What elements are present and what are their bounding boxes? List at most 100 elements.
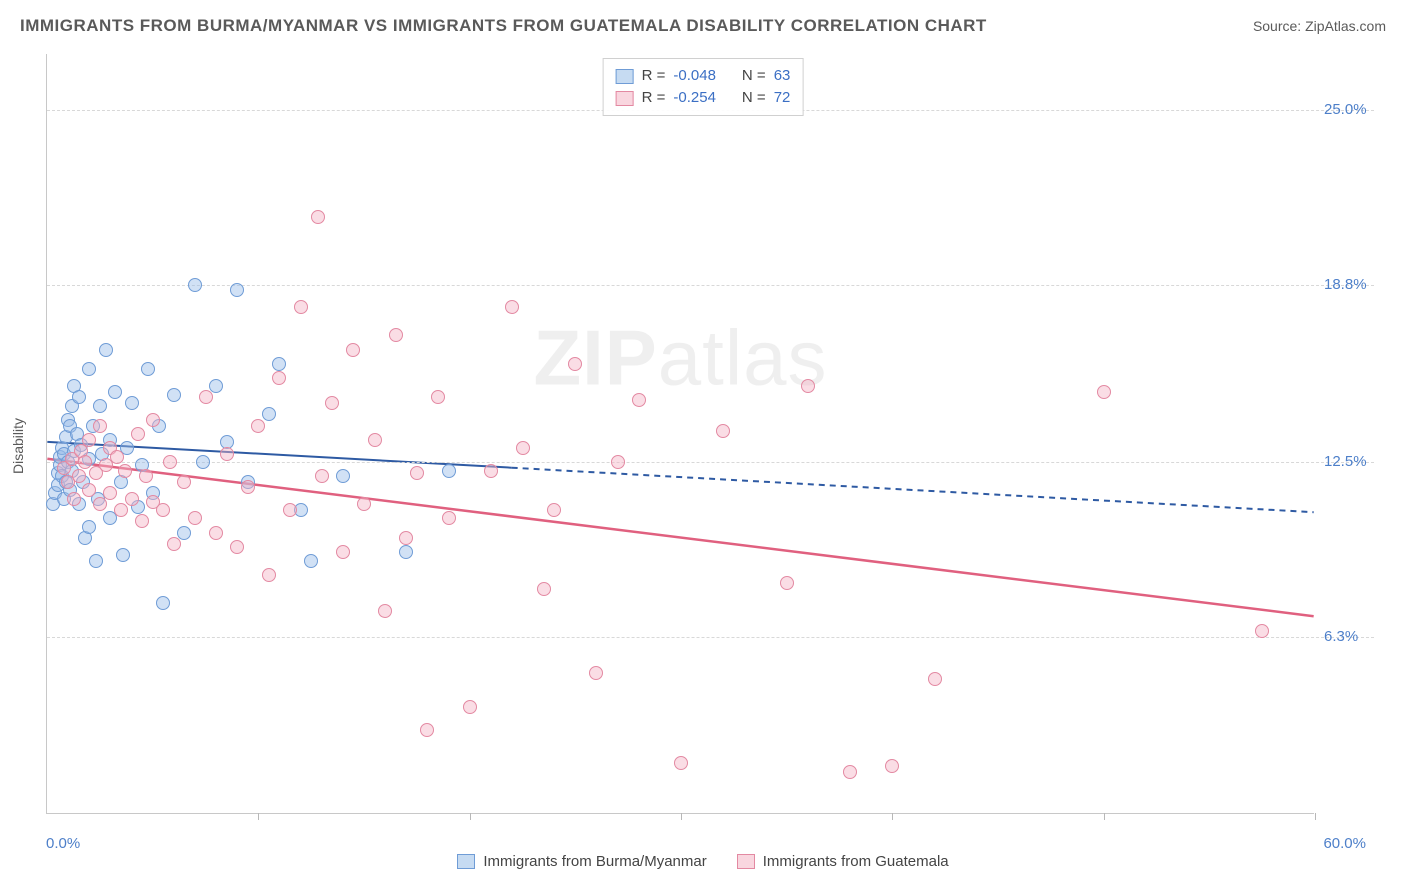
scatter-point: [156, 503, 170, 517]
swatch-series-b: [616, 91, 634, 106]
trendline-solid: [47, 459, 1313, 616]
correlation-legend-row: R = -0.048 N = 63: [616, 65, 791, 87]
scatter-point: [885, 759, 899, 773]
scatter-point: [114, 503, 128, 517]
scatter-point: [442, 511, 456, 525]
scatter-point: [304, 554, 318, 568]
legend-r-label: R =: [642, 65, 666, 87]
scatter-point: [241, 480, 255, 494]
chart-source: Source: ZipAtlas.com: [1253, 18, 1386, 34]
scatter-point: [209, 526, 223, 540]
scatter-point: [420, 723, 434, 737]
series-legend-item: Immigrants from Guatemala: [737, 853, 949, 870]
scatter-point: [82, 362, 96, 376]
scatter-point: [674, 756, 688, 770]
scatter-point: [163, 455, 177, 469]
scatter-point: [146, 413, 160, 427]
scatter-point: [78, 455, 92, 469]
scatter-point: [368, 433, 382, 447]
correlation-legend: R = -0.048 N = 63 R = -0.254 N = 72: [603, 58, 804, 116]
series-legend-item: Immigrants from Burma/Myanmar: [457, 853, 706, 870]
trendline-dashed: [512, 468, 1314, 513]
gridline-h: [47, 637, 1374, 638]
series-legend-label: Immigrants from Guatemala: [763, 853, 949, 870]
scatter-point: [209, 379, 223, 393]
scatter-point: [843, 765, 857, 779]
scatter-point: [431, 390, 445, 404]
scatter-point: [262, 407, 276, 421]
scatter-point: [139, 469, 153, 483]
scatter-point: [357, 497, 371, 511]
scatter-point: [199, 390, 213, 404]
trend-lines-svg: [47, 54, 1314, 813]
scatter-point: [336, 545, 350, 559]
scatter-point: [103, 486, 117, 500]
scatter-point: [108, 385, 122, 399]
scatter-point: [516, 441, 530, 455]
scatter-point: [93, 419, 107, 433]
legend-n-value-a: 63: [774, 65, 791, 87]
x-tick: [892, 813, 893, 820]
legend-n-label: N =: [742, 87, 766, 109]
y-axis-label: Disability: [10, 418, 26, 474]
scatter-point: [272, 357, 286, 371]
legend-n-value-b: 72: [774, 87, 791, 109]
scatter-point: [336, 469, 350, 483]
scatter-point: [82, 433, 96, 447]
y-axis-label-container: Disability: [0, 0, 36, 892]
legend-r-value-b: -0.254: [673, 87, 716, 109]
scatter-point: [294, 300, 308, 314]
scatter-point: [93, 497, 107, 511]
chart-title: IMMIGRANTS FROM BURMA/MYANMAR VS IMMIGRA…: [20, 16, 987, 36]
scatter-point: [141, 362, 155, 376]
swatch-series-a: [457, 854, 475, 869]
scatter-point: [167, 537, 181, 551]
correlation-legend-row: R = -0.254 N = 72: [616, 87, 791, 109]
legend-r-label: R =: [642, 87, 666, 109]
scatter-point: [1255, 624, 1269, 638]
scatter-point: [484, 464, 498, 478]
y-tick-label: 25.0%: [1324, 101, 1367, 118]
legend-r-value-a: -0.048: [673, 65, 716, 87]
scatter-point: [315, 469, 329, 483]
scatter-point: [99, 343, 113, 357]
scatter-point: [505, 300, 519, 314]
scatter-point: [568, 357, 582, 371]
scatter-point: [177, 475, 191, 489]
scatter-point: [780, 576, 794, 590]
scatter-point: [589, 666, 603, 680]
scatter-point: [220, 447, 234, 461]
scatter-point: [135, 514, 149, 528]
scatter-point: [89, 554, 103, 568]
scatter-point: [262, 568, 276, 582]
scatter-point: [283, 503, 297, 517]
scatter-point: [611, 455, 625, 469]
scatter-point: [399, 545, 413, 559]
scatter-point: [547, 503, 561, 517]
scatter-point: [230, 540, 244, 554]
series-legend: Immigrants from Burma/Myanmar Immigrants…: [0, 853, 1406, 870]
scatter-point: [463, 700, 477, 714]
gridline-h: [47, 285, 1374, 286]
x-tick: [681, 813, 682, 820]
scatter-point: [537, 582, 551, 596]
scatter-point: [116, 548, 130, 562]
scatter-point: [311, 210, 325, 224]
scatter-point: [67, 492, 81, 506]
x-tick: [258, 813, 259, 820]
scatter-point: [378, 604, 392, 618]
scatter-point: [251, 419, 265, 433]
scatter-point: [72, 469, 86, 483]
scatter-point: [399, 531, 413, 545]
chart-plot-area: ZIPatlas: [46, 54, 1314, 814]
scatter-point: [188, 511, 202, 525]
scatter-point: [272, 371, 286, 385]
x-tick: [470, 813, 471, 820]
series-legend-label: Immigrants from Burma/Myanmar: [483, 853, 706, 870]
scatter-point: [389, 328, 403, 342]
scatter-point: [156, 596, 170, 610]
scatter-point: [230, 283, 244, 297]
scatter-point: [188, 278, 202, 292]
scatter-point: [177, 526, 191, 540]
scatter-point: [325, 396, 339, 410]
